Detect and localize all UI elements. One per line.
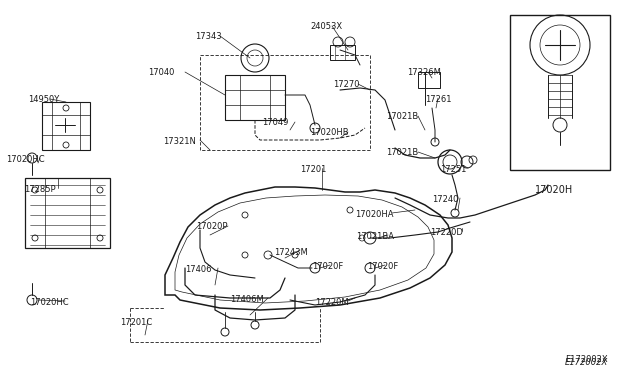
Text: 17343: 17343 — [195, 32, 221, 41]
Text: 17251: 17251 — [440, 165, 467, 174]
Text: 17321N: 17321N — [163, 137, 196, 146]
Text: 17201C: 17201C — [120, 318, 152, 327]
Text: 17020P: 17020P — [196, 222, 227, 231]
Text: 17406M: 17406M — [230, 295, 264, 304]
Text: 17270: 17270 — [333, 80, 360, 89]
Text: 17020H: 17020H — [535, 185, 573, 195]
Text: 17020F: 17020F — [367, 262, 398, 271]
Text: 17040: 17040 — [148, 68, 174, 77]
Text: 17406: 17406 — [185, 265, 211, 274]
Text: 24053X: 24053X — [310, 22, 342, 31]
Text: 14950Y: 14950Y — [28, 95, 60, 104]
Text: E172002X: E172002X — [565, 355, 607, 364]
Text: 17261: 17261 — [425, 95, 451, 104]
Text: 17201: 17201 — [300, 165, 326, 174]
Text: 17220M: 17220M — [315, 298, 349, 307]
Text: 17020HA: 17020HA — [355, 210, 394, 219]
Text: 17020HC: 17020HC — [30, 298, 68, 307]
Text: 17020F: 17020F — [312, 262, 343, 271]
Text: 17021B: 17021B — [386, 148, 419, 157]
Text: E172002X: E172002X — [565, 358, 608, 367]
Text: 17020HC: 17020HC — [6, 155, 45, 164]
Text: 17326M: 17326M — [407, 68, 441, 77]
Text: 17285P: 17285P — [24, 185, 56, 194]
Text: 17020HB: 17020HB — [310, 128, 349, 137]
Text: 17243M: 17243M — [274, 248, 308, 257]
Text: 17021B: 17021B — [386, 112, 419, 121]
Text: 17240: 17240 — [432, 195, 458, 204]
Text: 17220D: 17220D — [430, 228, 463, 237]
Text: 17049: 17049 — [262, 118, 289, 127]
Text: 17021BA: 17021BA — [356, 232, 394, 241]
